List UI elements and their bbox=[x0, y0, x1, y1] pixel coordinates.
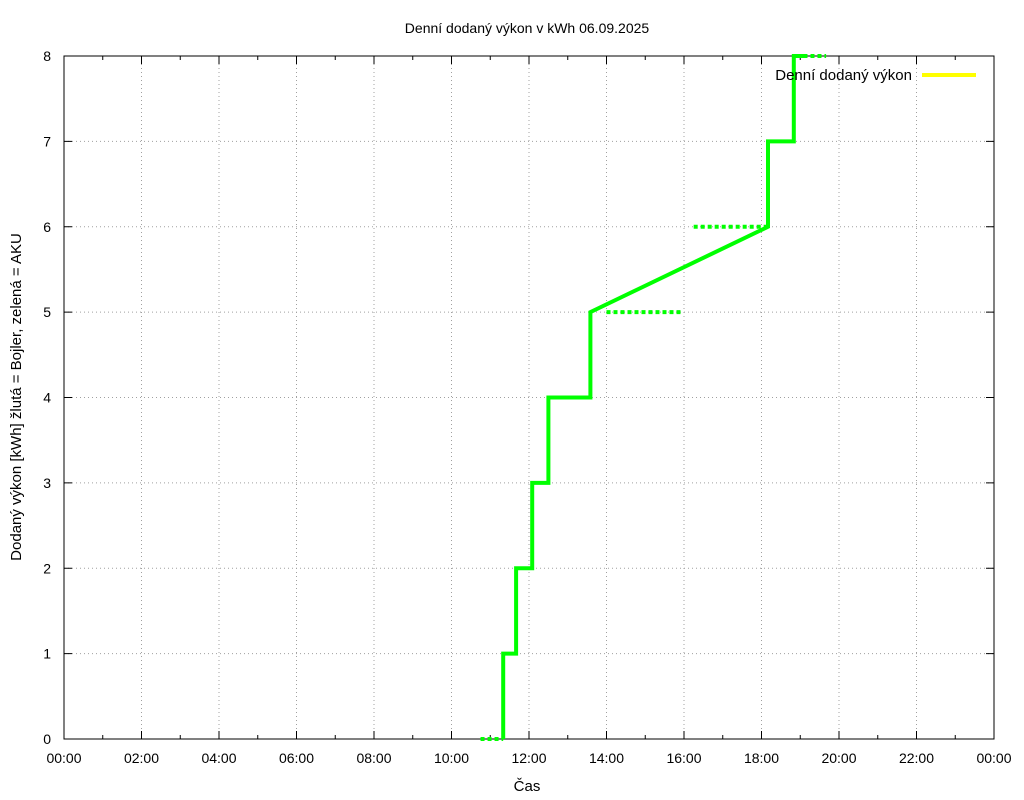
x-tick-label: 08:00 bbox=[356, 750, 391, 766]
y-axis-label: Dodaný výkon [kWh] žlutá = Bojler, zelen… bbox=[8, 233, 25, 561]
x-tick-label: 16:00 bbox=[666, 750, 701, 766]
y-tick-label: 6 bbox=[43, 219, 51, 235]
y-tick-label: 7 bbox=[43, 133, 51, 149]
x-tick-label: 18:00 bbox=[744, 750, 779, 766]
y-tick-label: 0 bbox=[43, 731, 51, 747]
x-tick-label: 20:00 bbox=[821, 750, 856, 766]
chart-title: Denní dodaný výkon v kWh 06.09.2025 bbox=[405, 20, 650, 36]
x-tick-label: 00:00 bbox=[46, 750, 81, 766]
x-tick-label: 02:00 bbox=[124, 750, 159, 766]
x-axis-label: Čas bbox=[514, 778, 541, 795]
x-tick-label: 04:00 bbox=[201, 750, 236, 766]
x-tick-label: 14:00 bbox=[589, 750, 624, 766]
x-tick-label: 06:00 bbox=[279, 750, 314, 766]
x-tick-label: 22:00 bbox=[899, 750, 934, 766]
x-tick-label: 00:00 bbox=[976, 750, 1011, 766]
y-tick-label: 8 bbox=[43, 48, 51, 64]
legend-entry-label: Denní dodaný výkon bbox=[775, 67, 912, 84]
legend: Denní dodaný výkon bbox=[775, 67, 976, 84]
grid-layer bbox=[64, 56, 994, 739]
y-tick-label: 1 bbox=[43, 646, 51, 662]
series-line-1 bbox=[501, 54, 804, 739]
y-tick-label: 4 bbox=[43, 390, 51, 406]
x-tick-label: 12:00 bbox=[511, 750, 546, 766]
data-layer bbox=[480, 54, 827, 741]
y-tick-label: 5 bbox=[43, 304, 51, 320]
x-tick-label: 10:00 bbox=[434, 750, 469, 766]
y-tick-label: 3 bbox=[43, 475, 51, 491]
y-tick-label: 2 bbox=[43, 560, 51, 576]
ticks-layer: 00:00 02:00 04:00 06:00 08:00 10:00 12:00 14:00… bbox=[43, 48, 1012, 766]
